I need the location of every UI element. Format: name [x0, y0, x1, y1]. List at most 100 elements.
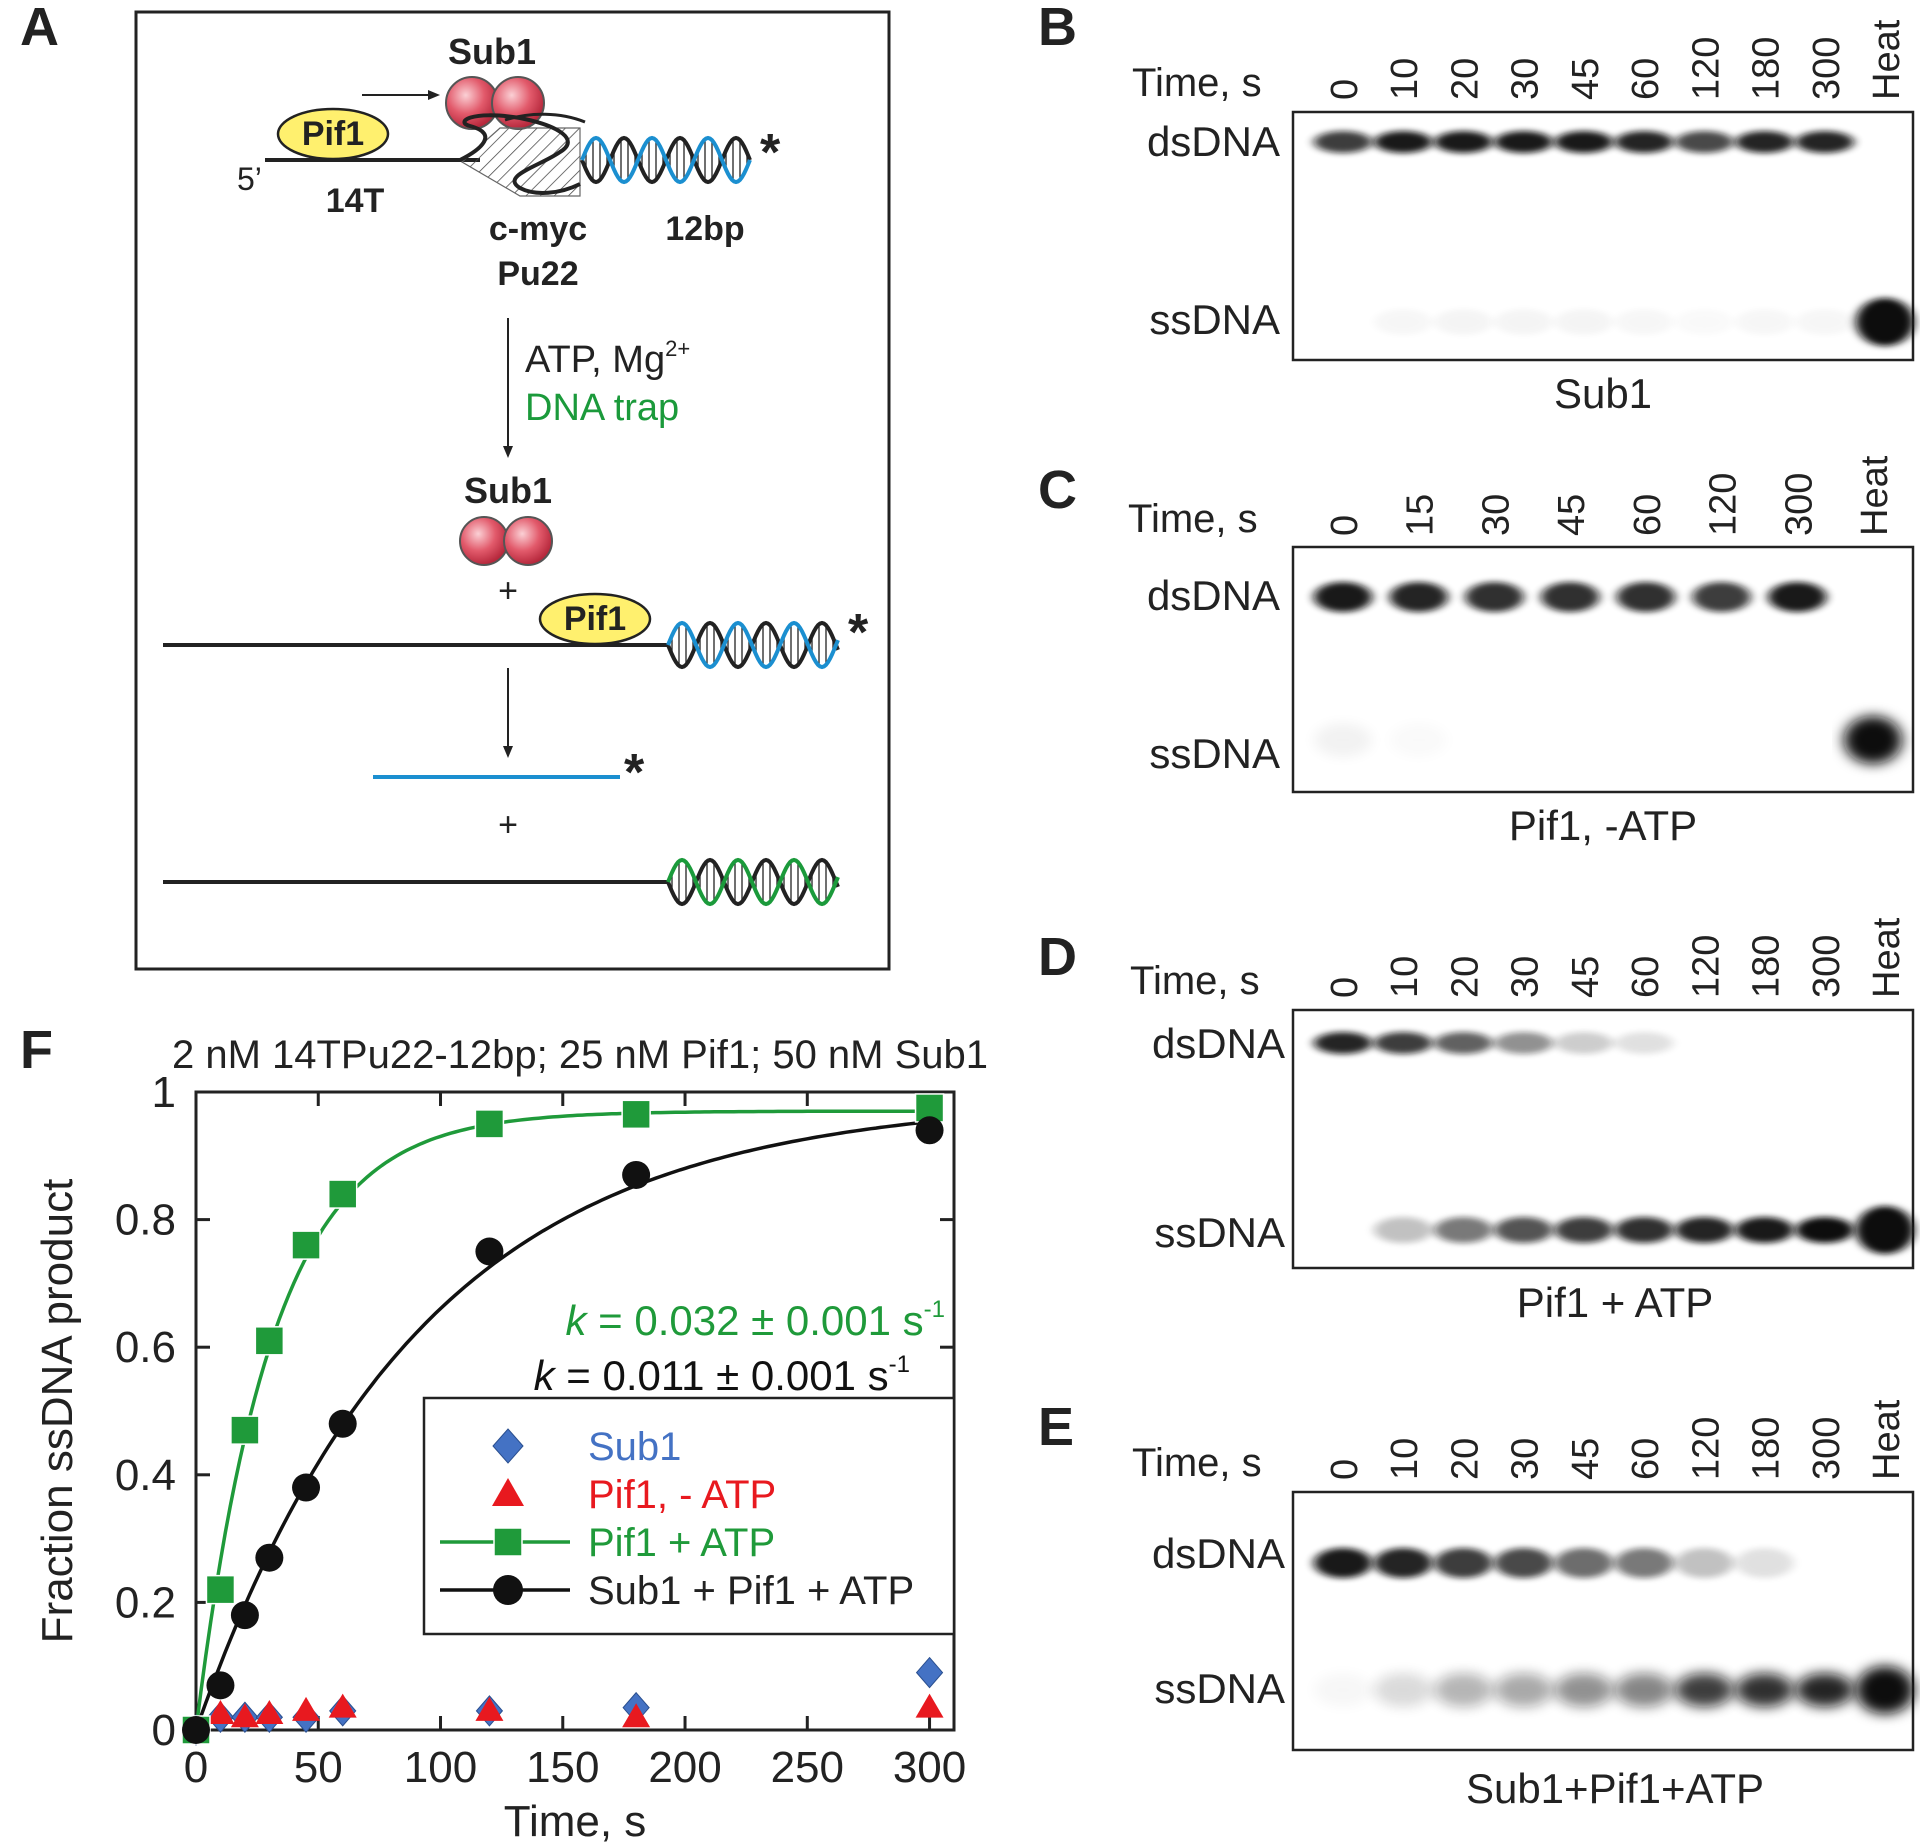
lane-label: 0 — [1324, 1459, 1366, 1480]
y-tick-label: 0.8 — [115, 1196, 176, 1245]
dsdna-label-b: dsDNA — [1147, 118, 1280, 165]
ssdna-band — [1554, 309, 1613, 335]
label-asterisk-product: * — [624, 744, 645, 802]
lane-label: 120 — [1685, 935, 1727, 998]
ssdna-band — [1856, 1206, 1914, 1254]
data-point-series-1 — [915, 1693, 944, 1718]
gel-frame-c — [1291, 545, 1915, 794]
gel-bands-c — [1314, 582, 1902, 764]
ssdna-band — [1736, 309, 1794, 335]
ssdna-band — [1675, 1217, 1734, 1243]
lane-labels-e: 0 10 20 30 45 60 120 180 300 Heat — [1324, 1399, 1908, 1480]
sub1-protein-mid — [459, 516, 553, 566]
pu22-label: Pu22 — [497, 255, 578, 293]
rate-annotation-sub1-pif1-atp: k = 0.011 ± 0.001 s-1 — [534, 1351, 910, 1399]
x-tick-label: 200 — [648, 1743, 721, 1792]
label-asterisk-mid: * — [848, 604, 869, 662]
panel-label-c: C — [1038, 460, 1077, 520]
lane-label: 60 — [1625, 956, 1667, 998]
ssdna-band — [1856, 298, 1914, 346]
x-tick-label: 250 — [771, 1743, 844, 1792]
data-point-series-2 — [205, 1574, 236, 1605]
dsdna-band — [1735, 131, 1794, 153]
gel-caption-e: Sub1+Pif1+ATP — [1466, 1765, 1764, 1812]
lane-label: Heat — [1866, 19, 1908, 100]
schematic-frame — [134, 10, 891, 971]
legend-marker — [492, 1428, 524, 1464]
x-tick-label: 150 — [526, 1743, 599, 1792]
gel-panel-b: B Time, s 0 10 20 30 45 60 120 180 300 Heat dsDNA… — [1038, 0, 1915, 417]
dna-trap-label: DNA trap — [525, 387, 679, 429]
y-tick-label: 1 — [152, 1068, 176, 1117]
gel-caption-d: Pif1 + ATP — [1517, 1279, 1714, 1326]
ssdna-band — [1735, 1217, 1794, 1243]
time-axis-label-b: Time, s — [1132, 61, 1262, 105]
lane-label: 120 — [1703, 473, 1745, 536]
dsdna-band — [1615, 1032, 1674, 1054]
pif1-label-mid: Pif1 — [564, 600, 626, 638]
substrate-construct: Sub1 Pif1 5’ 14T * c-myc P — [237, 31, 781, 293]
data-point-series-2 — [291, 1230, 321, 1260]
14t-label: 14T — [326, 182, 385, 220]
y-tick-labels: 0 0.2 0.4 0.6 0.8 1 — [115, 1068, 176, 1755]
dsdna-band — [1768, 582, 1827, 612]
dsdna-band — [1616, 582, 1675, 612]
ssdna-band — [1494, 1217, 1553, 1243]
ssdna-band — [1314, 1673, 1372, 1707]
ssdna-band — [1554, 1673, 1613, 1707]
data-point-series-3 — [915, 1116, 944, 1145]
lane-label: 300 — [1806, 37, 1848, 100]
dsdna-band — [1675, 1548, 1734, 1578]
dsdna-band — [1735, 1548, 1794, 1578]
lane-label: 60 — [1625, 58, 1667, 100]
ssdna-band — [1374, 1217, 1433, 1243]
atp-mg-label: ATP, Mg — [525, 339, 665, 381]
time-axis-label-c: Time, s — [1128, 497, 1258, 541]
lane-label: 30 — [1505, 58, 1547, 100]
cmyc-label: c-myc — [489, 210, 587, 248]
dsdna-band — [1675, 131, 1734, 153]
dsdna-band — [1494, 131, 1553, 153]
gel-caption-c: Pif1, -ATP — [1509, 802, 1697, 849]
lane-label: 120 — [1685, 1417, 1727, 1480]
panel-label-b: B — [1038, 0, 1077, 57]
dsdna-band — [1615, 1548, 1674, 1578]
ssdna-band — [1494, 1673, 1553, 1707]
data-point-series-3 — [230, 1601, 259, 1630]
gel-bands-d — [1314, 1032, 1914, 1254]
data-point-series-1 — [292, 1696, 321, 1721]
panel-a: A Sub1 Pif1 5’ 14T — [20, 0, 891, 971]
data-point-series-2 — [621, 1099, 651, 1130]
legend-label: Sub1 — [588, 1425, 681, 1469]
y-tick-label: 0.2 — [115, 1578, 176, 1627]
lane-label: 30 — [1505, 956, 1547, 998]
gel-bands-b — [1314, 131, 1914, 346]
panel-label-f: F — [20, 1020, 53, 1080]
lane-label: Heat — [1854, 455, 1896, 536]
lane-label: 20 — [1444, 58, 1486, 100]
data-markers — [181, 1093, 945, 1746]
ssdna-band — [1796, 309, 1854, 335]
chart-title: 2 nM 14TPu22-12bp; 25 nM Pif1; 50 nM Sub… — [172, 1033, 988, 1077]
ssdna-band — [1494, 309, 1553, 335]
panel-label-d: D — [1038, 927, 1077, 987]
lane-label: Heat — [1866, 917, 1908, 998]
ssdna-band — [1615, 1673, 1674, 1707]
ssdna-band — [1795, 1217, 1854, 1243]
dsdna-band — [1434, 131, 1493, 153]
ssdna-label-d: ssDNA — [1154, 1209, 1285, 1256]
data-point-series-1 — [328, 1693, 357, 1718]
dsdna-label-e: dsDNA — [1152, 1530, 1285, 1577]
label-asterisk-top: * — [760, 124, 781, 182]
panel-label-e: E — [1038, 1397, 1074, 1457]
dsdna-band — [1554, 131, 1613, 153]
ssdna-band — [1374, 1673, 1433, 1707]
dsdna-band — [1314, 131, 1372, 153]
ssdna-band — [1844, 716, 1902, 764]
lane-label: 120 — [1685, 37, 1727, 100]
y-tick-label: 0.4 — [115, 1451, 176, 1500]
legend-marker — [493, 1575, 523, 1605]
data-point-series-2 — [254, 1326, 285, 1356]
svg-text:ATP, Mg2+: ATP, Mg2+ — [525, 336, 690, 381]
